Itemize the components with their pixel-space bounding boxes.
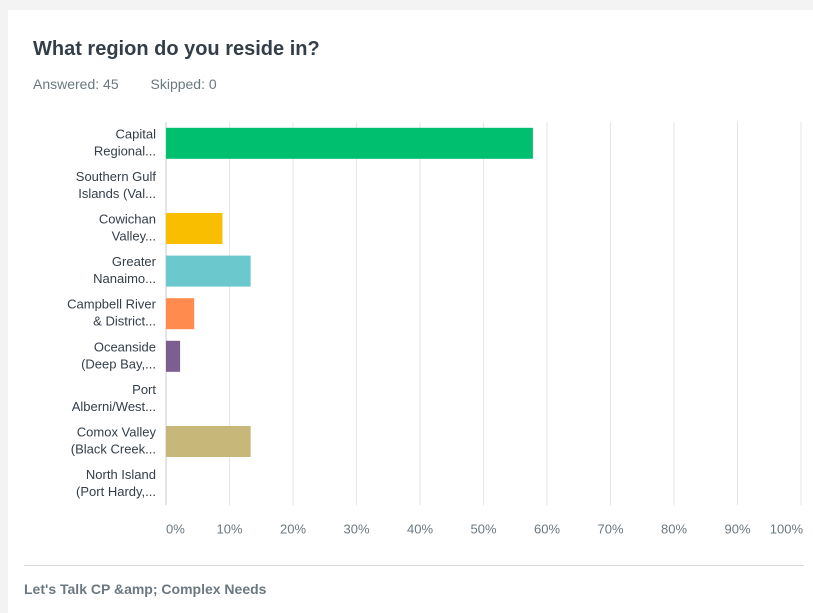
x-tick-label: 20% [280, 521, 306, 536]
region-bar-chart: 0% 10% 20% 30% 40% 50% 60% 70% 80% 90% 100% Capital… [67, 122, 804, 536]
x-tick-label: 50% [470, 521, 496, 536]
category-label: Greater Nanaimo... [93, 254, 157, 286]
x-tick-label: 30% [343, 521, 369, 536]
x-tick-label: 10% [216, 521, 242, 536]
category-label: Comox Valley (Black Creek... [71, 425, 157, 457]
bar[interactable] [166, 255, 251, 287]
footer-divider [24, 565, 804, 566]
bar[interactable] [166, 426, 251, 457]
response-stats: Answered: 45 Skipped: 0 [33, 76, 245, 92]
category-label: Cowichan Valley... [99, 212, 156, 244]
x-tick-label: 0% [166, 521, 185, 536]
category-label: Campbell River & District... [67, 297, 157, 329]
bar[interactable] [166, 340, 181, 372]
question-card: What region do you reside in? Answered: … [8, 10, 813, 613]
answered-count: Answered: 45 [33, 76, 119, 92]
x-tick-label: 80% [661, 521, 687, 536]
bar[interactable] [166, 213, 223, 244]
category-label: Capital Regional... [94, 126, 156, 158]
x-tick-label: 70% [597, 521, 623, 536]
category-label: North Island (Port Hardy,... [76, 467, 156, 499]
survey-name: Let's Talk CP &amp; Complex Needs [24, 581, 267, 597]
x-tick-label: 60% [534, 521, 560, 536]
x-tick-label: 100% [770, 521, 804, 536]
question-title: What region do you reside in? [33, 38, 320, 60]
x-tick-label: 90% [724, 521, 750, 536]
category-label: Port Alberni/West... [72, 382, 157, 414]
category-label: Oceanside (Deep Bay,... [81, 339, 156, 371]
bar[interactable] [166, 298, 195, 330]
category-label: Southern Gulf Islands (Val... [76, 169, 157, 201]
x-tick-label: 40% [407, 521, 433, 536]
skipped-count: Skipped: 0 [150, 76, 217, 92]
bar[interactable] [166, 127, 533, 159]
